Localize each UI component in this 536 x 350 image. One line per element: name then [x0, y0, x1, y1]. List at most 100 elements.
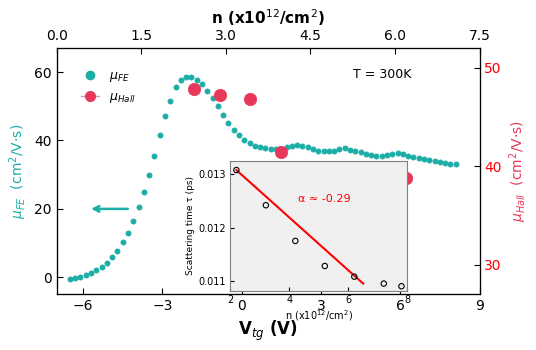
Text: α ≈ -0.29: α ≈ -0.29: [297, 195, 351, 204]
Point: [356, 150, 365, 155]
Point: [399, 151, 407, 157]
Point: [87, 271, 95, 276]
Point: [451, 162, 460, 167]
Point: [118, 240, 127, 245]
Point: [113, 248, 122, 253]
Point: [348, 172, 357, 177]
Point: [213, 104, 222, 109]
Point: [92, 268, 101, 273]
Point: [161, 114, 169, 119]
Point: [272, 146, 280, 152]
Point: [383, 172, 391, 177]
Point: [409, 154, 418, 160]
Point: [362, 151, 370, 157]
Point: [350, 274, 359, 279]
Point: [245, 140, 254, 146]
Point: [240, 138, 249, 143]
Point: [266, 146, 275, 152]
Point: [319, 149, 328, 154]
Point: [388, 151, 397, 157]
Point: [172, 85, 180, 90]
Point: [404, 153, 413, 159]
Point: [288, 143, 296, 148]
Point: [420, 156, 428, 162]
Point: [346, 147, 354, 153]
Point: [293, 142, 301, 147]
Point: [145, 172, 153, 177]
Point: [314, 148, 323, 154]
Point: [351, 149, 360, 154]
Point: [409, 285, 418, 290]
Y-axis label: $\mu_{FE}$  (cm$^2$/V$\cdot$s): $\mu_{FE}$ (cm$^2$/V$\cdot$s): [7, 124, 28, 219]
X-axis label: n (x10$^{12}$/cm$^2$): n (x10$^{12}$/cm$^2$): [285, 308, 353, 323]
Point: [166, 98, 175, 104]
Point: [129, 218, 138, 224]
Point: [282, 145, 291, 150]
Point: [446, 161, 455, 167]
Y-axis label: Scattering time τ (ps): Scattering time τ (ps): [186, 176, 195, 275]
Point: [372, 153, 381, 159]
Point: [401, 175, 410, 181]
Text: T = 300K: T = 300K: [353, 68, 411, 80]
Point: [291, 238, 300, 244]
Point: [379, 281, 388, 286]
Point: [150, 153, 159, 159]
Point: [187, 74, 196, 80]
Point: [436, 159, 444, 164]
Point: [256, 145, 264, 150]
Point: [321, 263, 329, 269]
X-axis label: V$_{tg}$ (V): V$_{tg}$ (V): [238, 319, 298, 343]
Point: [303, 145, 312, 150]
Point: [209, 95, 217, 100]
Point: [224, 120, 233, 125]
Legend: $\mu_{FE}$, $\mu_{Hall}$: $\mu_{FE}$, $\mu_{Hall}$: [76, 64, 141, 110]
Point: [124, 230, 132, 236]
Point: [330, 148, 338, 154]
Point: [303, 178, 312, 184]
Point: [176, 77, 185, 82]
Point: [216, 92, 225, 98]
Point: [250, 143, 259, 148]
Point: [325, 149, 333, 154]
Point: [430, 158, 439, 164]
Point: [219, 112, 227, 118]
Point: [298, 143, 307, 148]
Point: [335, 146, 344, 152]
Point: [198, 81, 206, 87]
Point: [97, 264, 106, 270]
Point: [235, 133, 243, 138]
Point: [330, 168, 338, 174]
Point: [414, 155, 423, 161]
Point: [277, 149, 286, 154]
Point: [340, 145, 349, 151]
Point: [65, 276, 74, 282]
Point: [232, 167, 241, 173]
Point: [425, 158, 434, 163]
Point: [229, 127, 238, 132]
Y-axis label: $\mu_{Hall}$  (cm$^2$/V$\cdot$s): $\mu_{Hall}$ (cm$^2$/V$\cdot$s): [508, 120, 529, 222]
Point: [71, 275, 79, 281]
Point: [277, 146, 286, 152]
Point: [377, 153, 386, 159]
Point: [108, 255, 116, 260]
Point: [245, 97, 254, 102]
Point: [393, 150, 402, 156]
Point: [182, 74, 190, 80]
Point: [81, 272, 90, 278]
X-axis label: n (x10$^{12}$/cm$^2$): n (x10$^{12}$/cm$^2$): [211, 7, 325, 28]
Point: [139, 189, 148, 195]
Point: [190, 87, 198, 92]
Point: [192, 77, 201, 82]
Point: [397, 284, 406, 289]
Point: [155, 133, 164, 138]
Point: [102, 260, 111, 266]
Point: [262, 202, 270, 208]
Point: [261, 145, 270, 151]
Point: [203, 88, 212, 94]
Point: [364, 175, 373, 181]
Point: [383, 152, 391, 158]
Point: [134, 204, 143, 210]
Point: [367, 152, 375, 158]
Point: [309, 146, 317, 152]
Point: [76, 274, 85, 279]
